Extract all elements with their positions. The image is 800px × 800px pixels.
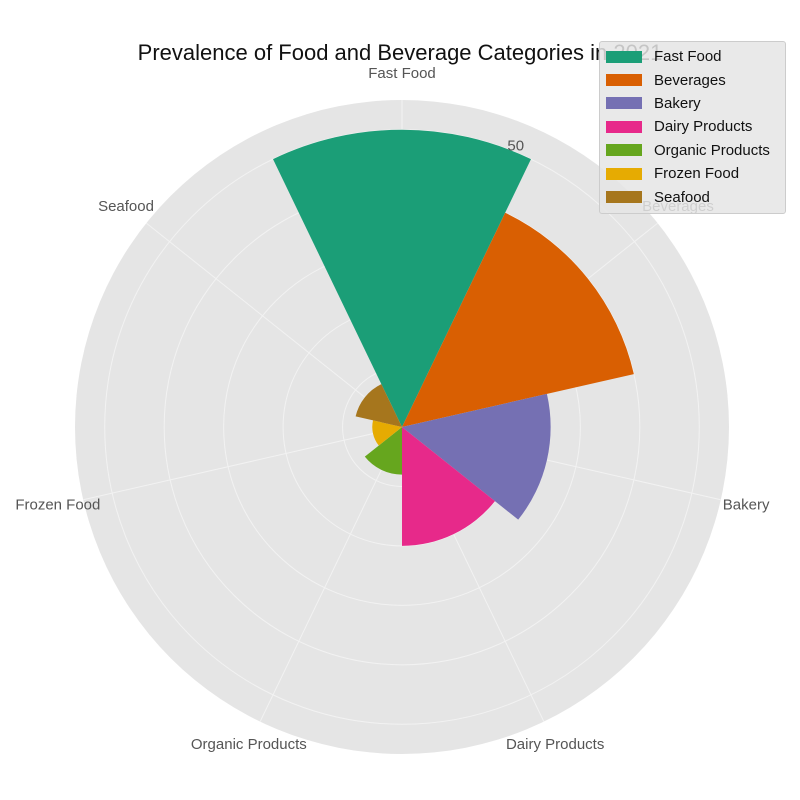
category-label: Bakery bbox=[723, 497, 770, 514]
bar-frozen-food bbox=[372, 420, 402, 446]
angular-gridline bbox=[83, 426, 403, 501]
legend-item: Beverages bbox=[600, 68, 785, 91]
bar-dairy-products bbox=[402, 427, 495, 546]
chart-legend: Fast Food Beverages Bakery Dairy Products Or… bbox=[599, 41, 786, 214]
category-label: Fast Food bbox=[368, 65, 436, 82]
legend-label: Bakery bbox=[654, 94, 701, 112]
legend-item: Dairy Products bbox=[600, 115, 785, 138]
legend-swatch bbox=[606, 191, 642, 204]
legend-item: Bakery bbox=[600, 92, 785, 115]
legend-item: Frozen Food bbox=[600, 162, 785, 185]
bar-seafood bbox=[355, 384, 402, 427]
category-label: Seafood bbox=[98, 198, 154, 215]
legend-swatch bbox=[606, 120, 642, 133]
legend-label: Beverages bbox=[654, 71, 726, 89]
legend-swatch bbox=[606, 97, 642, 110]
radial-tick-label: 50 bbox=[507, 137, 524, 154]
bar-beverages bbox=[402, 212, 634, 427]
legend-label: Fast Food bbox=[654, 48, 722, 66]
legend-swatch bbox=[606, 144, 642, 157]
legend-label: Frozen Food bbox=[654, 165, 740, 183]
angular-gridline bbox=[259, 426, 403, 722]
legend-item: Fast Food bbox=[600, 45, 785, 68]
chart-title: Prevalence of Food and Beverage Categori… bbox=[137, 40, 663, 65]
legend-label: Dairy Products bbox=[654, 118, 753, 136]
angular-gridline bbox=[146, 222, 403, 428]
bar-group bbox=[273, 129, 634, 546]
legend-label: Organic Products bbox=[654, 141, 770, 159]
bar-bakery bbox=[402, 393, 551, 520]
category-label: Organic Products bbox=[191, 736, 307, 753]
legend-item: Organic Products bbox=[600, 139, 785, 162]
bar-fast-food bbox=[273, 129, 531, 427]
legend-label: Seafood bbox=[654, 188, 710, 206]
legend-swatch bbox=[606, 74, 642, 87]
legend-item: Seafood bbox=[600, 185, 785, 208]
legend-swatch bbox=[606, 50, 642, 63]
category-label: Frozen Food bbox=[15, 497, 100, 514]
legend-swatch bbox=[606, 167, 642, 180]
bar-organic-products bbox=[364, 427, 402, 475]
category-label: Dairy Products bbox=[506, 736, 604, 753]
